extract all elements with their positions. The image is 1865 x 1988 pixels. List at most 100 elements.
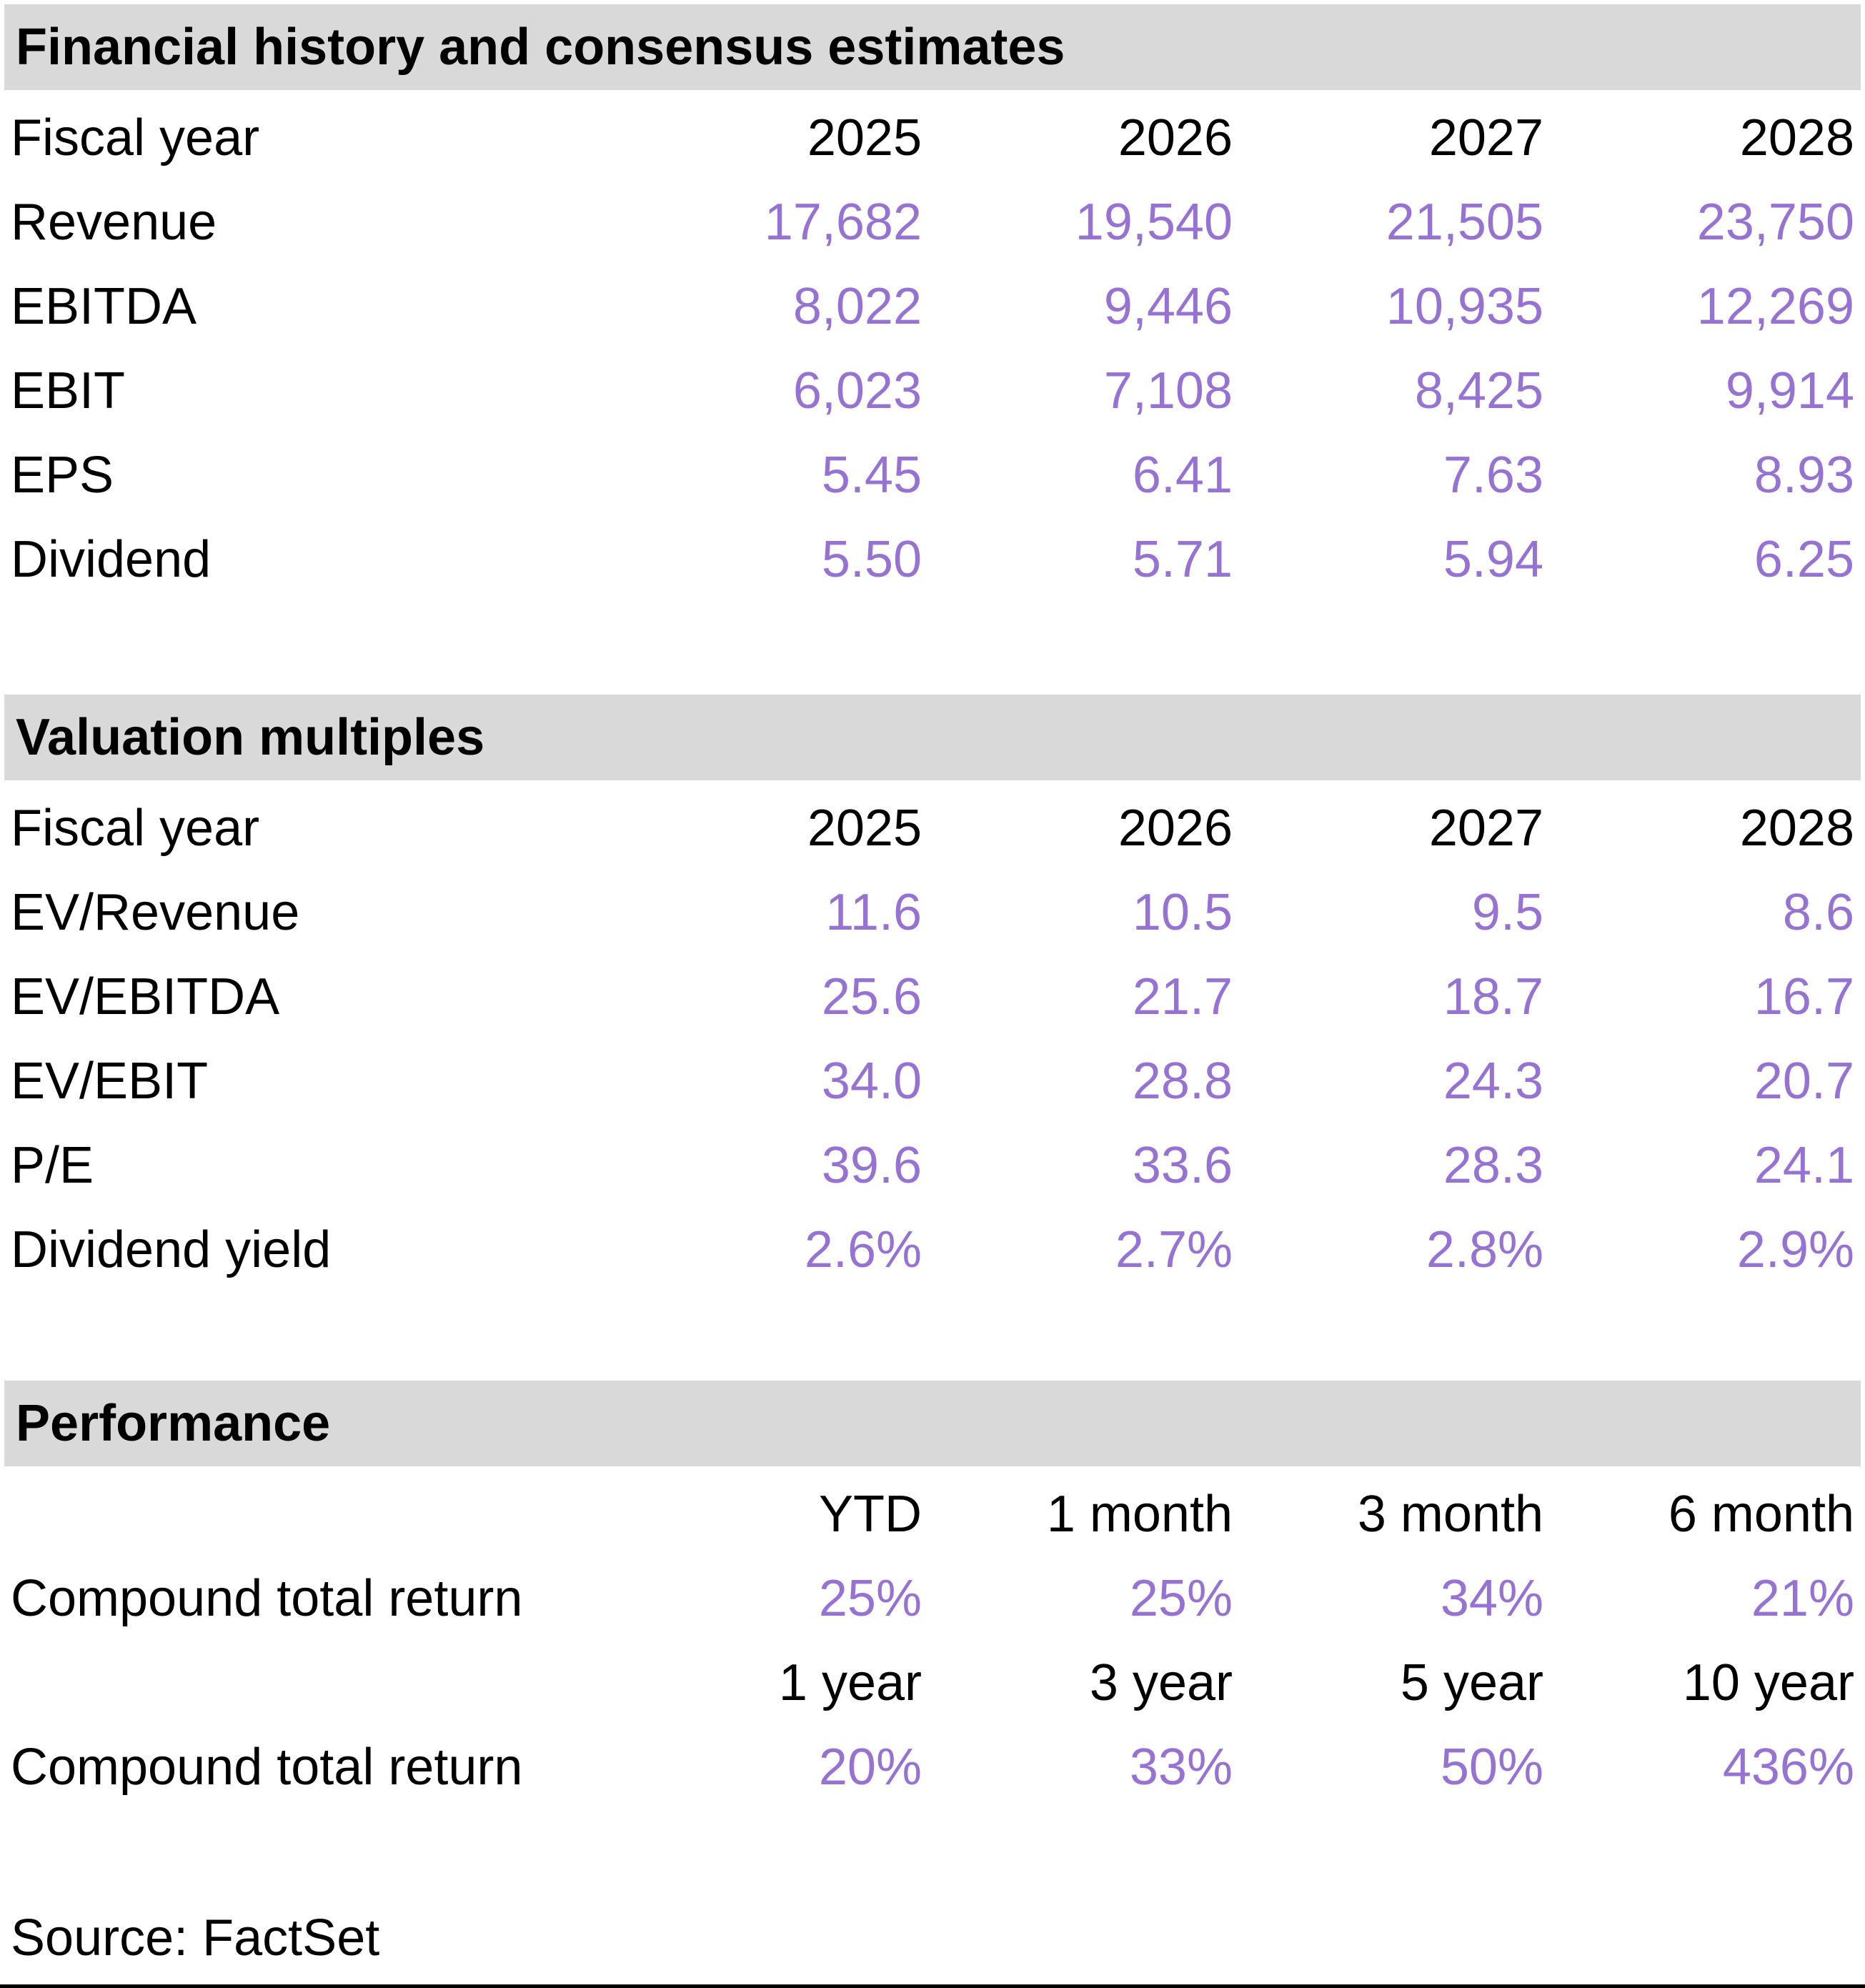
row-label-fiscal-year: Fiscal year [11,800,260,857]
cell-value: 18.7 [1443,968,1543,1025]
cell-value: 2.7% [1115,1221,1233,1278]
row-label-eps: EPS [11,447,114,504]
cell-value: 17,682 [764,194,922,251]
cell-value: 50% [1440,1739,1543,1796]
row-label-revenue: Revenue [11,194,217,251]
cell-value: 21% [1751,1570,1854,1627]
performance-period-header-row-short: YTD 1 month 3 month 6 month [0,1472,1865,1556]
column-header-2028: 2028 [1739,109,1854,167]
cell-value: 8.93 [1754,447,1854,504]
cell-value: 9,446 [1103,278,1233,335]
cell-value: 5.71 [1132,531,1233,588]
fiscal-year-header-row: Fiscal year 2025 2026 2027 2028 [0,786,1865,870]
table-row-eps: EPS 5.45 6.41 7.63 8.93 [0,433,1865,517]
row-label-ebit: EBIT [11,362,126,419]
cell-value: 2.9% [1736,1221,1854,1278]
section-title: Performance [16,1395,331,1452]
row-label-ev-ebit: EV/EBIT [11,1053,209,1110]
bottom-rule [0,1984,1865,1988]
cell-value: 8,022 [792,278,922,335]
row-label-ev-revenue: EV/Revenue [11,884,300,941]
cell-value: 2.8% [1426,1221,1543,1278]
section-title: Valuation multiples [16,709,485,766]
cell-value: 23,750 [1696,194,1854,251]
fiscal-year-header-row: Fiscal year 2025 2026 2027 2028 [0,96,1865,180]
cell-value: 6.41 [1132,447,1233,504]
table-row-revenue: Revenue 17,682 19,540 21,505 23,750 [0,180,1865,264]
source-text: Source: FactSet [11,1909,380,1967]
row-label-ev-ebitda: EV/EBITDA [11,968,280,1025]
cell-value: 9.5 [1471,884,1543,941]
row-label-dividend-yield: Dividend yield [11,1221,332,1278]
column-header-3-year: 3 year [1089,1654,1233,1711]
column-header-2025: 2025 [807,109,922,167]
cell-value: 436% [1722,1739,1854,1796]
cell-value: 2.6% [804,1221,922,1278]
cell-value: 5.45 [821,447,922,504]
cell-value: 9,914 [1725,362,1854,419]
section-header-performance: Performance [4,1381,1861,1466]
cell-value: 7.63 [1443,447,1543,504]
cell-value: 25.6 [821,968,922,1025]
column-header-10-year: 10 year [1682,1654,1854,1711]
cell-value: 21,505 [1386,194,1543,251]
table-row-ev-ebit: EV/EBIT 34.0 28.8 24.3 20.7 [0,1039,1865,1123]
column-header-ytd: YTD [819,1486,922,1543]
cell-value: 33% [1129,1739,1233,1796]
spacer [0,1292,1865,1381]
table-row-dividend-yield: Dividend yield 2.6% 2.7% 2.8% 2.9% [0,1208,1865,1292]
column-header-2026: 2026 [1118,109,1233,167]
spacer [0,1466,1865,1472]
table-row-ev-ebitda: EV/EBITDA 25.6 21.7 18.7 16.7 [0,955,1865,1039]
cell-value: 6,023 [792,362,922,419]
cell-value: 24.3 [1443,1053,1543,1110]
cell-value: 10.5 [1132,884,1233,941]
column-header-5-year: 5 year [1400,1654,1543,1711]
source-row: Source: FactSet [0,1896,1865,1980]
column-header-2025: 2025 [807,800,922,857]
row-label-dividend: Dividend [11,531,212,588]
cell-value: 16.7 [1754,968,1854,1025]
cell-value: 12,269 [1696,278,1854,335]
table-row-compound-total-return-long: Compound total return 20% 33% 50% 436% [0,1725,1865,1809]
cell-value: 20.7 [1754,1053,1854,1110]
section-header-financial-history: Financial history and consensus estimate… [4,4,1861,90]
column-header-2028: 2028 [1739,800,1854,857]
cell-value: 21.7 [1132,968,1233,1025]
cell-value: 28.3 [1443,1137,1543,1194]
section-title: Financial history and consensus estimate… [16,19,1065,76]
cell-value: 34% [1440,1570,1543,1627]
cell-value: 5.94 [1443,531,1543,588]
row-label-pe: P/E [11,1137,94,1194]
cell-value: 6.25 [1754,531,1854,588]
cell-value: 20% [818,1739,922,1796]
column-header-2027: 2027 [1428,800,1543,857]
cell-value: 28.8 [1132,1053,1233,1110]
cell-value: 25% [1129,1570,1233,1627]
section-header-valuation-multiples: Valuation multiples [4,695,1861,780]
row-label-fiscal-year: Fiscal year [11,109,260,167]
column-header-1-month: 1 month [1046,1486,1233,1543]
table-row-ebitda: EBITDA 8,022 9,446 10,935 12,269 [0,264,1865,349]
cell-value: 5.50 [821,531,922,588]
spacer [0,602,1865,695]
spacer [0,1809,1865,1896]
cell-value: 39.6 [821,1137,922,1194]
cell-value: 24.1 [1754,1137,1854,1194]
table-row-compound-total-return-short: Compound total return 25% 25% 34% 21% [0,1556,1865,1641]
cell-value: 11.6 [825,884,922,941]
column-header-6-month: 6 month [1668,1486,1854,1543]
row-label-ebitda: EBITDA [11,278,197,335]
column-header-1-year: 1 year [778,1654,922,1711]
column-header-3-month: 3 month [1357,1486,1543,1543]
cell-value: 19,540 [1075,194,1233,251]
cell-value: 8,425 [1414,362,1543,419]
performance-period-header-row-long: 1 year 3 year 5 year 10 year [0,1641,1865,1725]
cell-value: 33.6 [1132,1137,1233,1194]
cell-value: 25% [818,1570,922,1627]
cell-value: 10,935 [1386,278,1543,335]
spacer [0,90,1865,96]
table-row-pe: P/E 39.6 33.6 28.3 24.1 [0,1123,1865,1208]
table-row-ebit: EBIT 6,023 7,108 8,425 9,914 [0,349,1865,433]
